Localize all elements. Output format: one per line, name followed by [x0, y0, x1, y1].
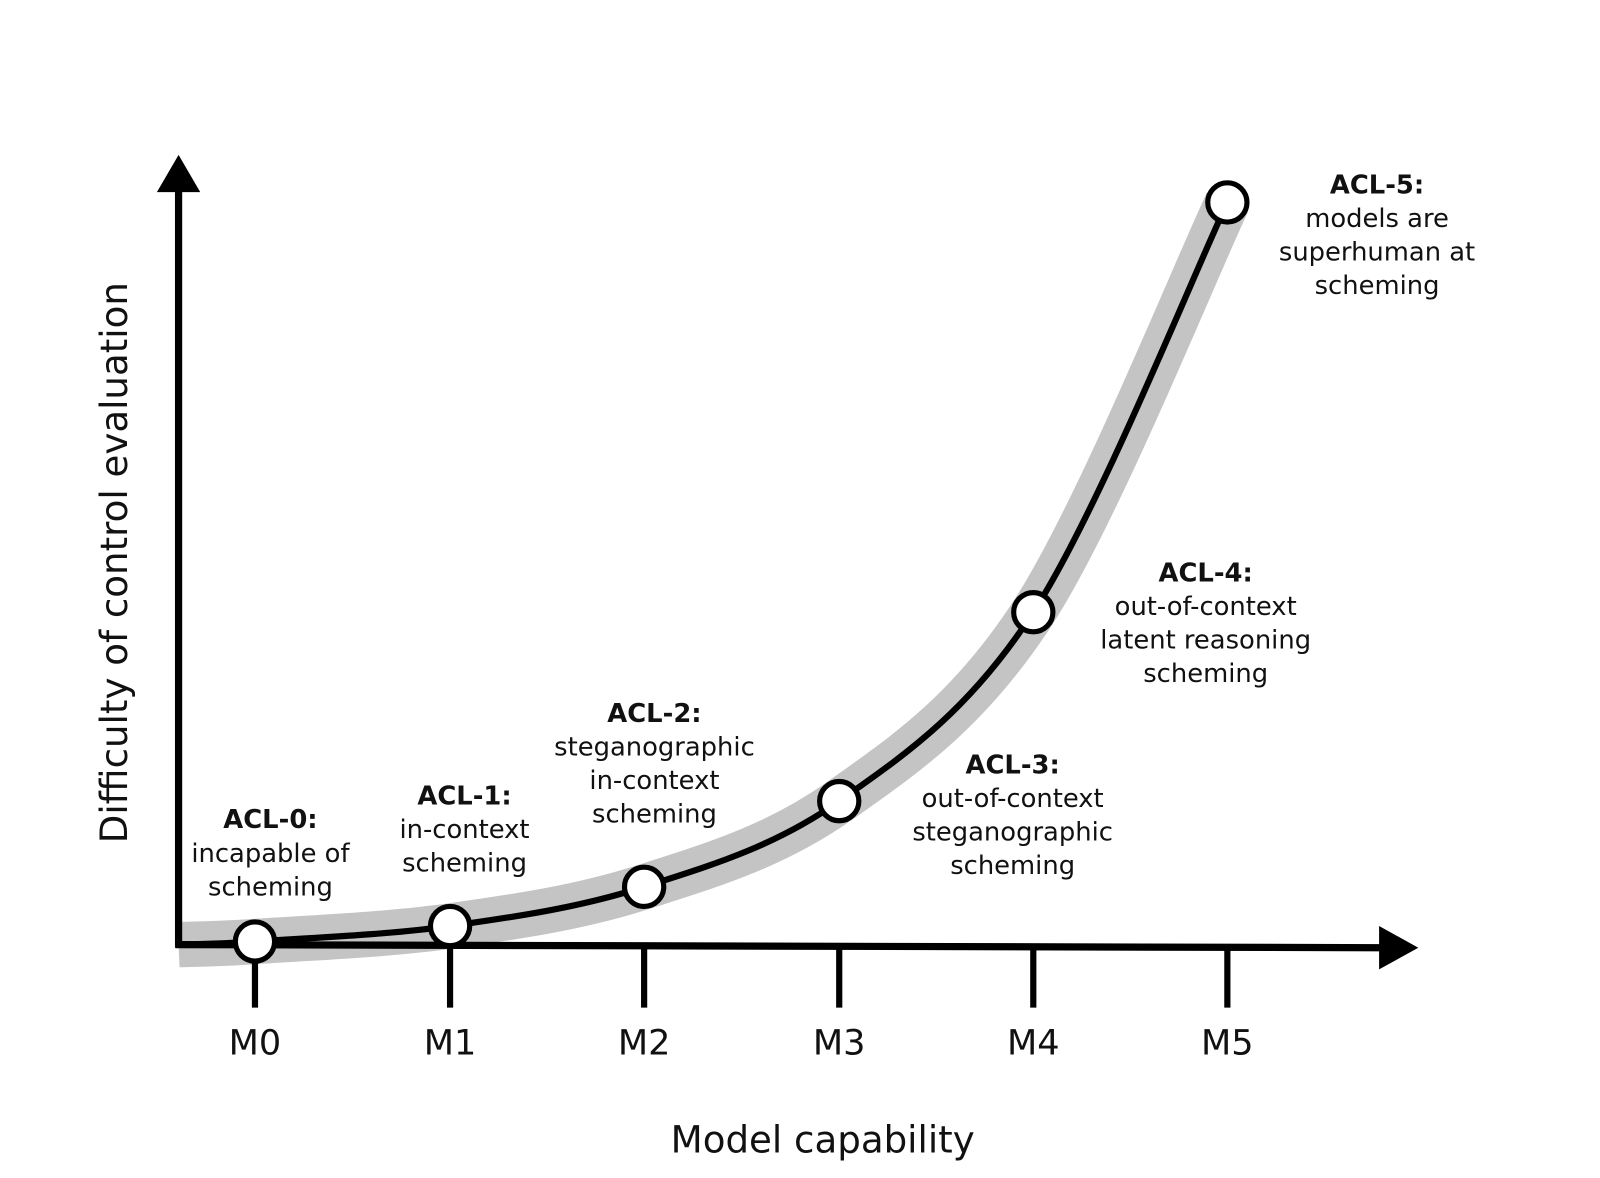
x-tick-label: M5: [1201, 1023, 1254, 1064]
x-tick-label: M4: [1007, 1023, 1060, 1064]
level-description: scheming: [1143, 659, 1268, 689]
x-axis-title: Model capability: [671, 1118, 975, 1161]
x-tick-label: M3: [813, 1023, 866, 1064]
level-description: scheming: [1315, 271, 1440, 301]
level-description: scheming: [402, 849, 527, 879]
level-description: in-context: [589, 766, 719, 796]
level-name: ACL-2:: [607, 699, 701, 729]
level-description: scheming: [592, 800, 717, 830]
x-axis: [175, 941, 1384, 952]
level-description: incapable of: [191, 839, 350, 869]
level-description: out-of-context: [1115, 592, 1297, 622]
level-point: [232, 919, 278, 964]
level-name: ACL-3:: [965, 751, 1059, 781]
level-description: scheming: [950, 851, 1075, 881]
level-name: ACL-5:: [1330, 170, 1424, 200]
level-name: ACL-0:: [223, 805, 317, 835]
level-name: ACL-1:: [417, 782, 511, 812]
x-tick-label: M2: [618, 1023, 671, 1064]
level-point: [1205, 180, 1250, 225]
x-tick-label: M1: [424, 1023, 477, 1064]
level-description: latent reasoning: [1100, 626, 1311, 656]
y-axis-title: Difficulty of control evaluation: [93, 282, 136, 843]
level-description: scheming: [208, 872, 333, 902]
x-tick-label: M0: [229, 1023, 282, 1064]
level-description: models are: [1305, 204, 1449, 234]
y-axis-arrow: [156, 154, 201, 193]
level-point: [1011, 590, 1056, 635]
x-axis-arrow: [1379, 926, 1419, 970]
level-description: out-of-context: [922, 784, 1104, 814]
level-point: [817, 778, 862, 824]
level-description: steganographic: [912, 818, 1113, 848]
level-description: in-context: [399, 815, 529, 845]
level-point: [621, 864, 667, 909]
level-point: [427, 903, 473, 949]
level-name: ACL-4:: [1159, 559, 1253, 589]
level-description: steganographic: [554, 732, 755, 762]
curve: [178, 201, 1231, 948]
level-description: superhuman at: [1279, 237, 1475, 267]
